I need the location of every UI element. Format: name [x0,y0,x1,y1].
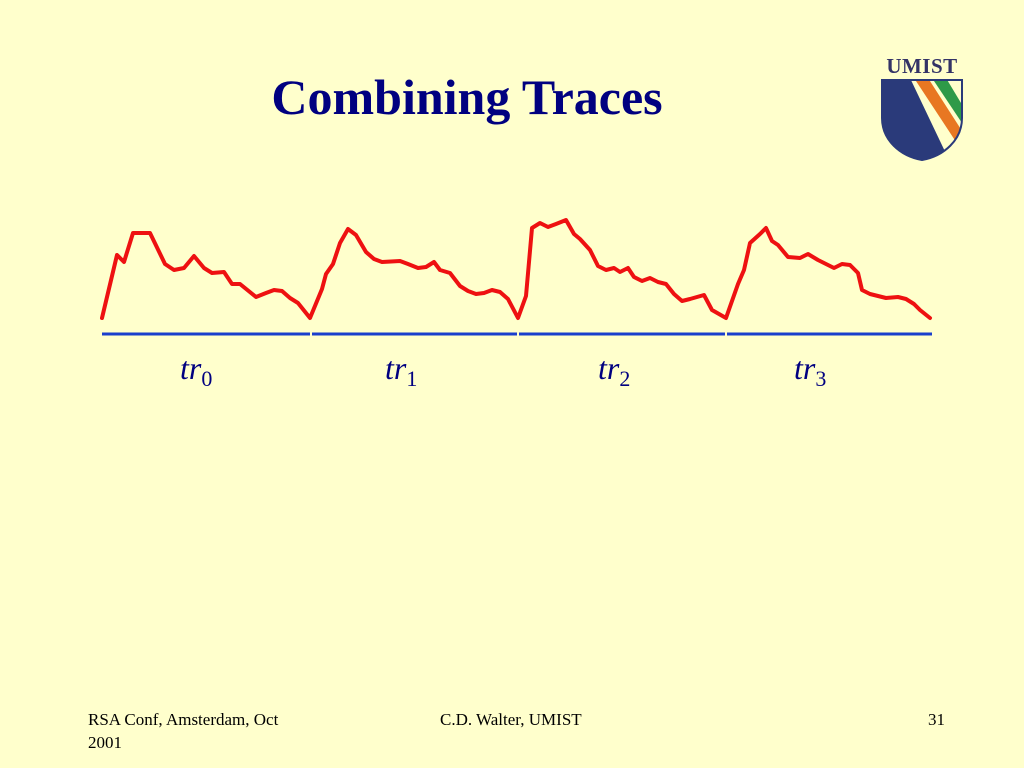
umist-logo: UMIST [876,52,968,164]
footer-author: C.D. Walter, UMIST [440,710,582,729]
trace-label-3: tr3 [794,350,827,391]
shield-icon [881,79,963,162]
footer-conference: RSA Conf, Amsterdam, Oct 2001 [88,710,279,752]
traces-svg [100,218,932,336]
slide-title: Combining Traces [271,69,663,125]
logo-text: UMIST [886,54,958,78]
trace-label-1: tr1 [385,350,418,391]
trace-label-0: tr0 [180,350,213,391]
combined-trace-line [100,218,932,320]
trace-label-2: tr2 [598,350,631,391]
page-number: 31 [928,710,945,729]
power-traces-figure [96,210,936,340]
